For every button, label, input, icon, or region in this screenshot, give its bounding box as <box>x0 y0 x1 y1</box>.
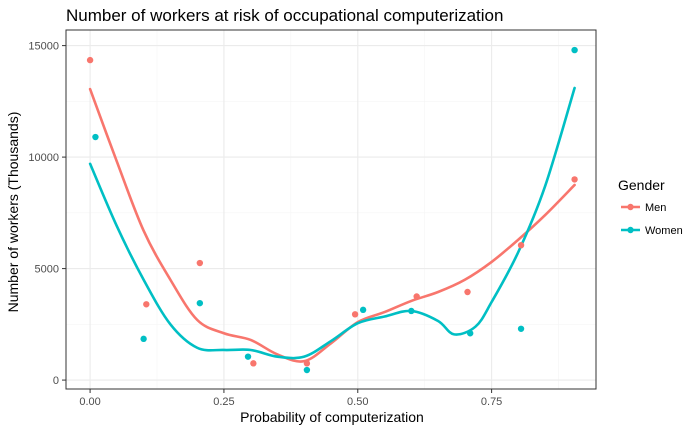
plot-panel <box>65 29 597 390</box>
point-men-5 <box>351 311 359 318</box>
point-men-2 <box>196 259 204 267</box>
point-men-0 <box>86 56 94 64</box>
major-gridlines <box>66 30 596 389</box>
x-tick-label-1: 0.25 <box>213 396 234 408</box>
point-men-7 <box>464 288 471 296</box>
y-tick-label-2: 10000 <box>28 152 59 164</box>
point-men-3 <box>250 360 257 367</box>
point-women-7 <box>466 330 474 337</box>
smooth-line-women <box>88 86 576 360</box>
minor-gridlines <box>66 30 596 389</box>
chart-title: Number of workers at risk of occupationa… <box>66 6 503 25</box>
point-men-8 <box>517 241 525 249</box>
point-women-8 <box>517 325 525 332</box>
smooth-lines <box>88 86 576 363</box>
y-axis: 0 5000 10000 15000 <box>28 41 66 387</box>
point-women-5 <box>359 306 367 314</box>
y-tick-label-0: 0 <box>53 375 59 387</box>
point-men-4 <box>303 360 311 367</box>
point-men-6 <box>413 293 420 300</box>
x-axis-title: Probability of computerization <box>240 409 424 425</box>
point-men-1 <box>143 301 150 308</box>
legend-key-point-men <box>627 203 634 211</box>
x-axis: 0.00 0.25 0.50 0.75 <box>79 389 502 408</box>
smooth-line-men <box>88 87 576 363</box>
legend-title: Gender <box>618 177 665 193</box>
legend: Gender Men Women <box>618 177 683 237</box>
legend-key-point-women <box>627 226 634 234</box>
x-tick-label-3: 0.75 <box>481 396 502 408</box>
point-men-9 <box>571 176 578 183</box>
y-tick-label-3: 15000 <box>28 41 59 53</box>
x-tick-label-2: 0.50 <box>347 396 368 408</box>
point-women-1 <box>140 335 147 343</box>
x-tick-label-0: 0.00 <box>79 396 100 408</box>
y-tick-label-1: 5000 <box>35 264 59 276</box>
point-women-4 <box>303 366 311 374</box>
legend-label-men: Men <box>645 202 666 214</box>
legend-label-women: Women <box>645 225 683 237</box>
point-women-0 <box>92 133 99 141</box>
point-women-3 <box>244 353 252 360</box>
point-women-2 <box>196 299 204 307</box>
data-points <box>86 46 578 374</box>
point-women-6 <box>408 307 415 315</box>
y-axis-title: Number of workers (Thousands) <box>5 112 21 313</box>
point-women-9 <box>571 46 578 54</box>
